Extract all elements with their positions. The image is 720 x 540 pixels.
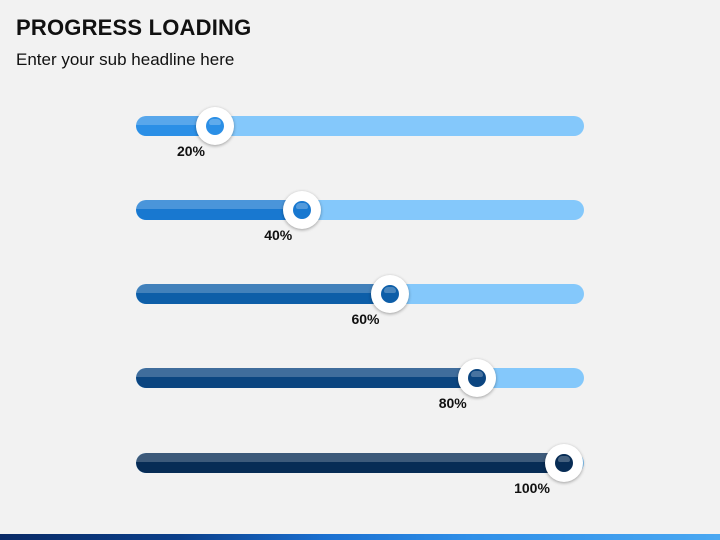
progress-track: [136, 284, 584, 304]
progress-track: [136, 453, 584, 473]
progress-bar-80: 80%: [136, 359, 584, 411]
progress-fill: [136, 368, 485, 388]
progress-bar-100: 100%: [136, 444, 584, 496]
knob-dot-icon: [206, 117, 224, 135]
progress-knob[interactable]: [196, 107, 234, 145]
footer-gradient-bar: [0, 534, 720, 540]
progress-knob[interactable]: [457, 359, 496, 397]
knob-dot-icon: [380, 285, 399, 303]
progress-bar-60: 60%: [136, 275, 584, 327]
knob-dot-icon: [293, 201, 312, 219]
knob-dot-icon: [467, 369, 486, 387]
progress-knob[interactable]: [545, 444, 583, 482]
page-title: PROGRESS LOADING: [16, 15, 252, 40]
knob-dot-icon: [555, 454, 573, 472]
progress-fill: [136, 453, 572, 473]
progress-percent-label: 60%: [351, 311, 380, 327]
progress-bar-20: 20%: [136, 107, 584, 159]
progress-fill: [136, 284, 398, 304]
progress-fill: [136, 200, 311, 220]
progress-percent-label: 100%: [514, 480, 550, 496]
progress-bar-40: 40%: [136, 191, 584, 243]
progress-knob[interactable]: [283, 191, 322, 229]
progress-percent-label: 20%: [176, 143, 206, 159]
progress-track: [136, 200, 584, 220]
page-subtitle: Enter your sub headline here: [16, 50, 235, 69]
progress-knob[interactable]: [370, 275, 409, 313]
progress-percent-label: 80%: [438, 395, 467, 411]
progress-track: [136, 368, 584, 388]
progress-percent-label: 40%: [264, 227, 293, 243]
